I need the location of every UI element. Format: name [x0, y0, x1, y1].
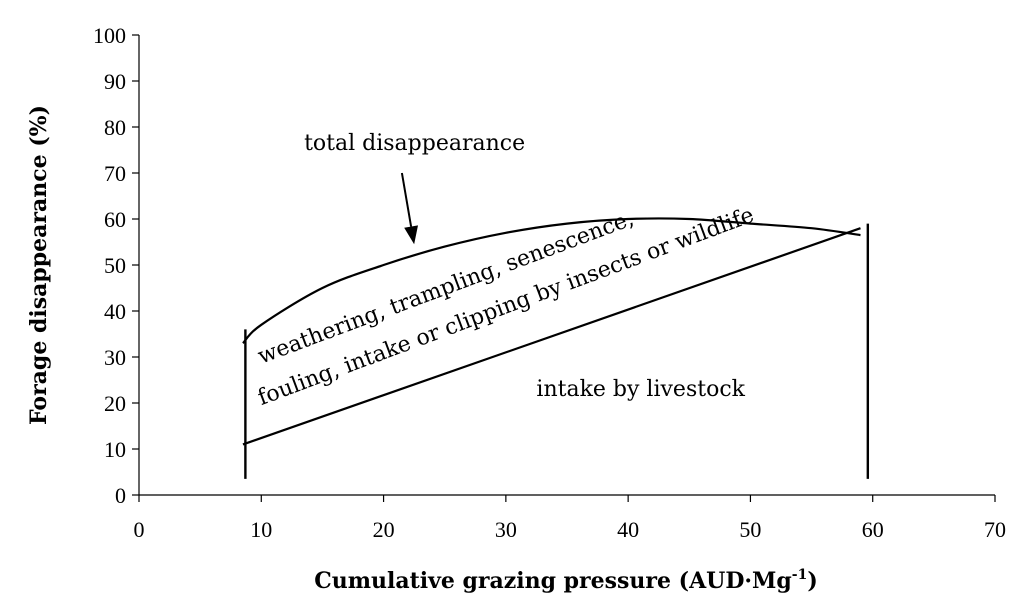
- x-axis-title: Cumulative grazing pressure (AUD·Mg-1): [314, 567, 818, 594]
- x-axis-title-end: ): [807, 568, 817, 594]
- y-tick-label: 70: [104, 161, 126, 186]
- x-tick-label: 70: [984, 517, 1006, 542]
- x-tick-label: 60: [862, 517, 884, 542]
- x-tick-label: 20: [373, 517, 395, 542]
- x-tick-label: 0: [134, 517, 145, 542]
- y-tick-label: 20: [104, 391, 126, 416]
- y-tick-label: 80: [104, 115, 126, 140]
- y-tick-label: 50: [104, 253, 126, 278]
- y-tick-label: 100: [93, 23, 126, 48]
- y-tick-label: 0: [115, 483, 126, 508]
- arrow-shaft: [400, 172, 413, 227]
- y-axis-title: Forage disappearance (%): [26, 105, 52, 425]
- y-tick-label: 40: [104, 299, 126, 324]
- total-disappearance-label: total disappearance: [304, 131, 525, 156]
- x-tick-label: 10: [250, 517, 272, 542]
- livestock-intake-label: intake by livestock: [536, 377, 745, 402]
- y-tick-label: 30: [104, 345, 126, 370]
- total-disappearance-curve: [242, 217, 861, 344]
- x-tick-label: 40: [617, 517, 639, 542]
- y-tick-label: 60: [104, 207, 126, 232]
- x-tick-label: 30: [495, 517, 517, 542]
- arrow-head: [404, 225, 418, 245]
- x-tick-label: 50: [739, 517, 761, 542]
- y-tick-label: 10: [104, 437, 126, 462]
- livestock-intake-line: [242, 227, 861, 446]
- x-axis-ticks: 0 10 20 30 40 50 60 70: [134, 495, 1006, 542]
- y-tick-label: 90: [104, 69, 126, 94]
- y-axis-ticks: 0 10 20 30 40 50 60 70 80 90 100: [93, 23, 139, 508]
- x-axis-title-superscript: -1: [792, 567, 808, 583]
- plot-area: [242, 172, 870, 479]
- x-axis-title-main: Cumulative grazing pressure (AUD·Mg: [314, 568, 792, 594]
